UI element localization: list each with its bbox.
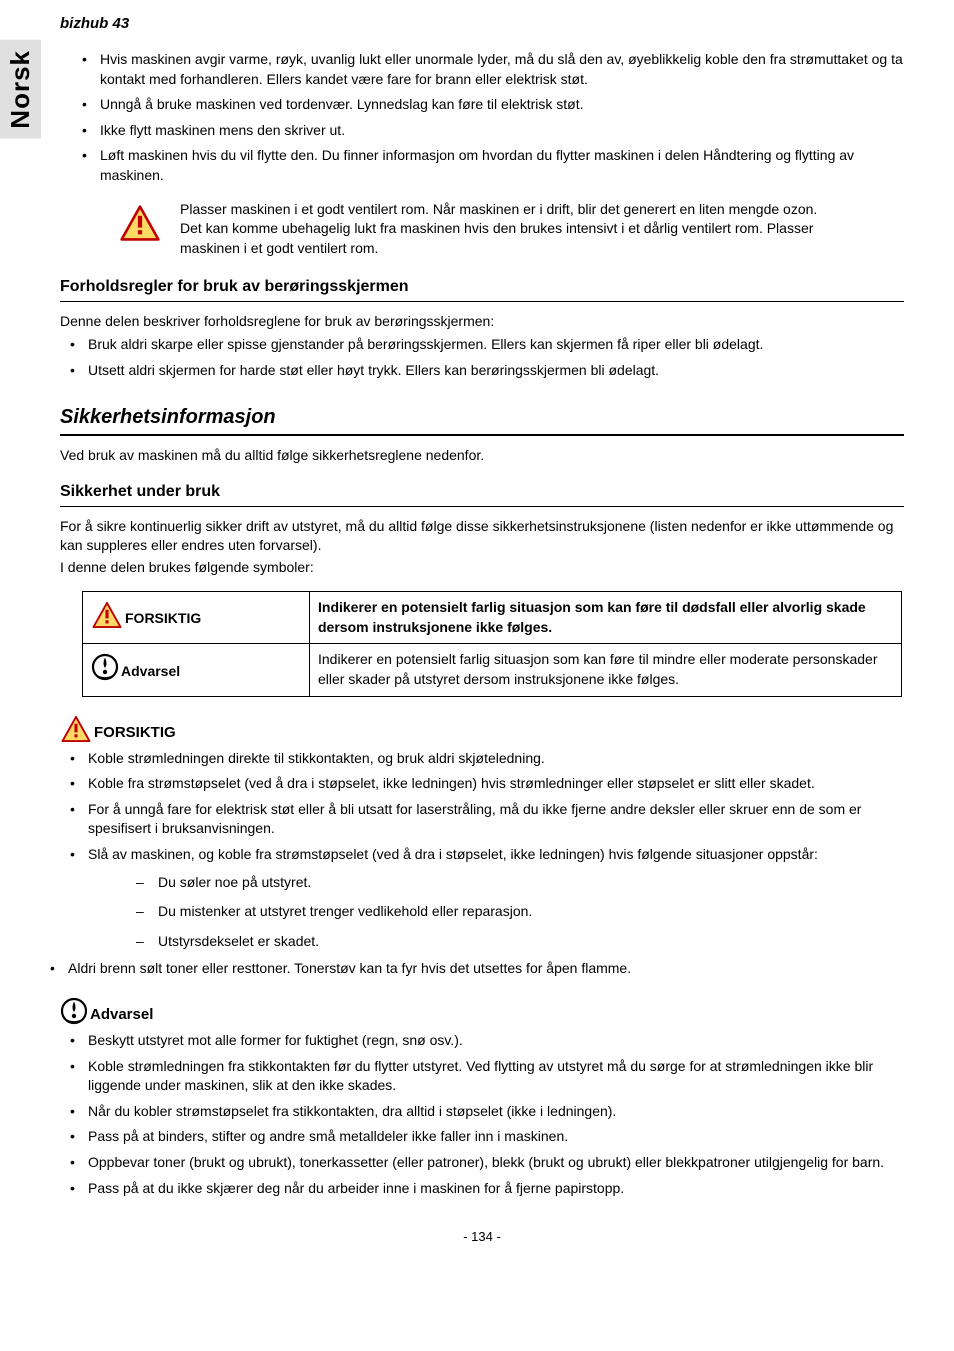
page-number: - 134 - <box>60 1228 904 1246</box>
forsiktig-sub-bullets: Du søler noe på utstyret. Du mistenker a… <box>88 873 904 952</box>
list-item: For å unngå fare for elektrisk støt elle… <box>60 800 904 839</box>
caution-icon <box>119 204 161 242</box>
safety-use-title: Sikkerhet under bruk <box>60 481 904 506</box>
list-item: Koble strømledningen fra stikkontakten f… <box>60 1057 904 1096</box>
list-item: Løft maskinen hvis du vil flytte den. Du… <box>60 146 904 185</box>
forsiktig-last: Aldri brenn sølt toner eller resttoner. … <box>40 959 904 979</box>
list-item: Pass på at binders, stifter og andre små… <box>60 1127 904 1147</box>
list-item: Koble strømledningen direkte til stikkon… <box>60 749 904 769</box>
top-bullet-list: Hvis maskinen avgir varme, røyk, uvanlig… <box>60 50 904 186</box>
safety-info-title: Sikkerhetsinformasjon <box>60 403 904 436</box>
table-row: FORSIKTIG Indikerer en potensielt farlig… <box>83 592 902 644</box>
list-item: Når du kobler strømstøpselet fra stikkon… <box>60 1102 904 1122</box>
list-item: Pass på at du ikke skjærer deg når du ar… <box>60 1179 904 1199</box>
list-item: Unngå å bruke maskinen ved tordenvær. Ly… <box>60 95 904 115</box>
list-item: Du søler noe på utstyret. <box>88 873 904 893</box>
touchscreen-bullets: Bruk aldri skarpe eller spisse gjenstand… <box>60 335 904 380</box>
language-tab: Norsk <box>0 40 41 139</box>
warning-icon <box>91 653 119 681</box>
caution-desc: Indikerer en potensielt farlig situasjon… <box>310 592 902 644</box>
advarsel-heading: Advarsel <box>60 997 904 1025</box>
list-item: Oppbevar toner (brukt og ubrukt), tonerk… <box>60 1153 904 1173</box>
callout-text: Plasser maskinen i et godt ventilert rom… <box>180 200 834 259</box>
list-item: Ikke flytt maskinen mens den skriver ut. <box>60 121 904 141</box>
table-row: Advarsel Indikerer en potensielt farlig … <box>83 644 902 696</box>
warning-cell: Advarsel <box>83 644 310 696</box>
list-item: Slå av maskinen, og koble fra strømstøps… <box>60 845 904 951</box>
safety-info-intro: Ved bruk av maskinen må du alltid følge … <box>60 446 904 466</box>
advarsel-bullets: Beskytt utstyret mot alle former for fuk… <box>60 1031 904 1198</box>
caution-label: FORSIKTIG <box>125 609 201 629</box>
list-item: Hvis maskinen avgir varme, røyk, uvanlig… <box>60 50 904 89</box>
product-name: bizhub 43 <box>60 15 129 32</box>
page-header: bizhub 43 <box>50 15 904 32</box>
list-item: Aldri brenn sølt toner eller resttoner. … <box>40 959 904 979</box>
caution-icon <box>60 715 92 743</box>
forsiktig-heading: FORSIKTIG <box>60 715 904 743</box>
ventilation-callout: Plasser maskinen i et godt ventilert rom… <box>100 200 904 259</box>
list-item: Beskytt utstyret mot alle former for fuk… <box>60 1031 904 1051</box>
touchscreen-intro: Denne delen beskriver forholdsreglene fo… <box>60 312 904 332</box>
safety-use-intro1: For å sikre kontinuerlig sikker drift av… <box>60 517 904 556</box>
warning-label: Advarsel <box>121 662 180 682</box>
list-item: Koble fra strømstøpselet (ved å dra i st… <box>60 774 904 794</box>
caution-icon <box>91 601 123 629</box>
warning-desc: Indikerer en potensielt farlig situasjon… <box>310 644 902 696</box>
warning-icon <box>60 997 88 1025</box>
symbol-table: FORSIKTIG Indikerer en potensielt farlig… <box>82 591 902 696</box>
list-item: Utsett aldri skjermen for harde støt ell… <box>60 361 904 381</box>
list-item: Du mistenker at utstyret trenger vedlike… <box>88 902 904 922</box>
caution-cell: FORSIKTIG <box>83 592 310 644</box>
list-item: Utstyrsdekselet er skadet. <box>88 932 904 952</box>
forsiktig-bullets: Koble strømledningen direkte til stikkon… <box>60 749 904 952</box>
safety-use-intro2: I denne delen brukes følgende symboler: <box>60 558 904 578</box>
touchscreen-section-title: Forholdsregler for bruk av berøringsskje… <box>60 276 904 301</box>
list-item: Bruk aldri skarpe eller spisse gjenstand… <box>60 335 904 355</box>
